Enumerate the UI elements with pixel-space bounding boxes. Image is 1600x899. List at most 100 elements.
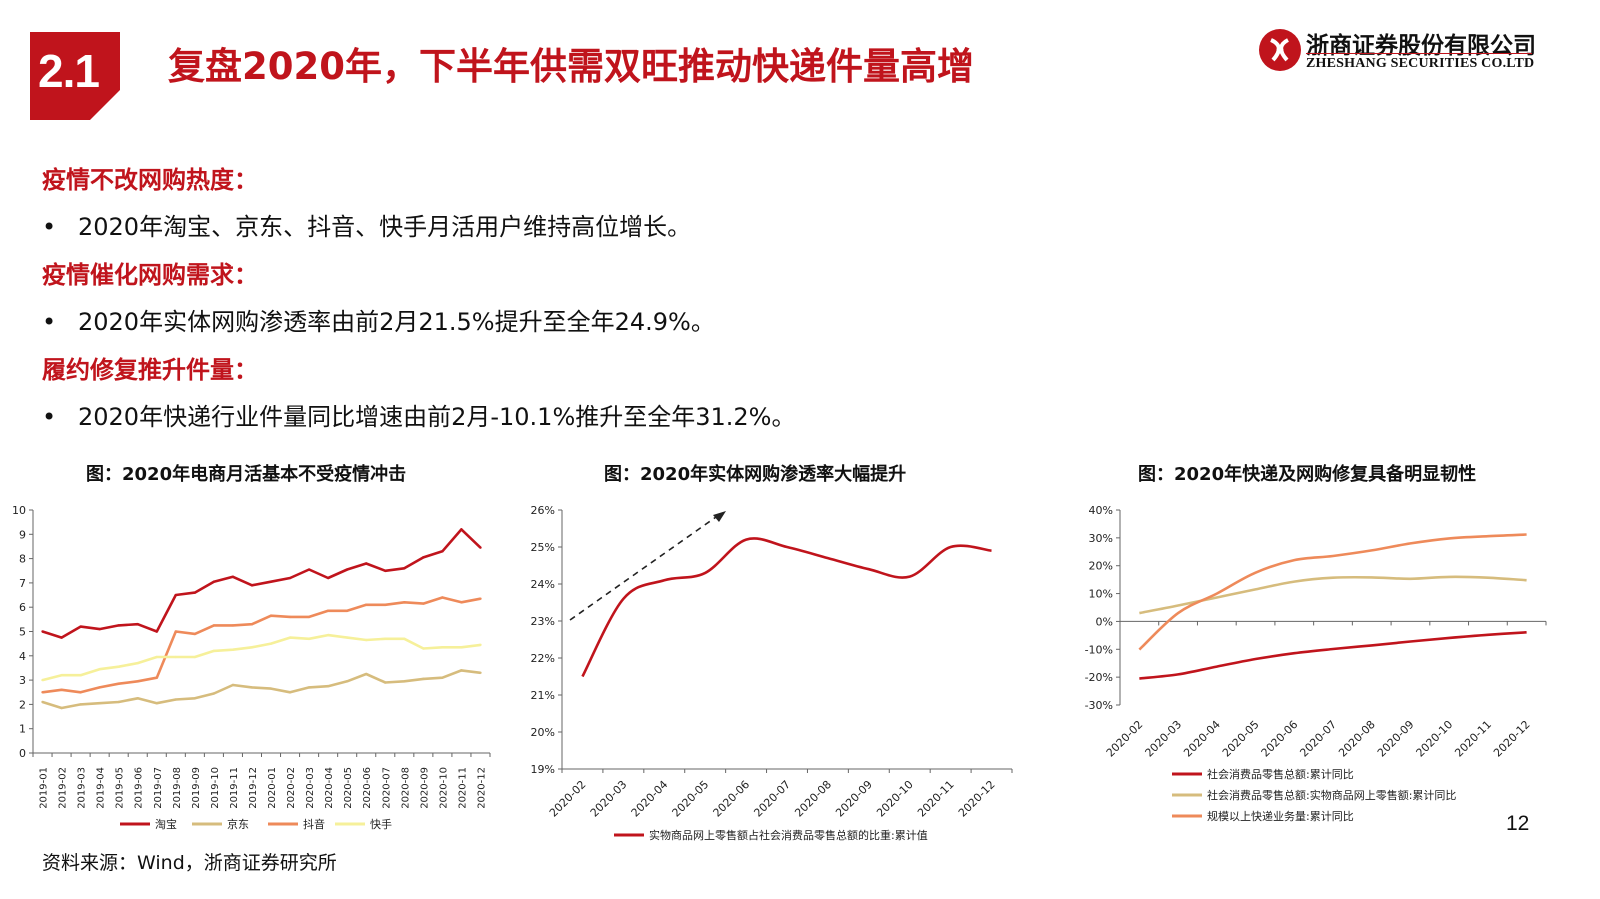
y-tick-label: 0 [19,747,26,760]
y-tick-label: 0% [1096,615,1113,628]
logo-divider [1306,53,1532,54]
x-tick-label: 2020-05 [1220,718,1262,760]
x-tick-label: 2020-04 [1181,718,1223,760]
section-badge: 2.1 [30,32,120,120]
data-point [136,697,139,700]
x-tick-label: 2020-09 [833,778,875,820]
data-point [384,603,387,606]
x-tick-label: 2019-02 [58,767,69,809]
data-point [479,597,482,600]
data-point [288,576,292,580]
data-point [212,692,216,695]
x-tick-label: 2020-06 [1259,718,1301,760]
x-tick-label: 2020-11 [457,767,468,809]
data-point [479,643,482,647]
data-point [155,655,158,659]
data-point [79,691,82,694]
data-point [250,623,254,626]
data-point [365,603,368,606]
x-tick-label: 2019-07 [153,767,164,809]
data-point [307,686,311,689]
page-number: 12 [1506,812,1530,835]
x-tick-label: 2020-07 [1297,718,1339,760]
company-logo: 浙商证券股份有限公司 ZHESHANG SECURITIES CO.LTD [1258,26,1538,76]
x-tick-label: 2020-08 [1336,718,1378,760]
x-tick-label: 2019-01 [39,767,50,809]
data-point [345,680,349,683]
data-point [307,637,311,640]
y-tick-label: 5 [19,626,26,639]
data-point [403,680,406,683]
data-point [117,624,120,627]
data-point [422,602,425,605]
data-point [212,649,216,653]
x-tick-label: 2019-10 [210,767,221,809]
data-point [345,568,349,571]
y-tick-label: 1 [19,723,26,736]
data-point [174,630,178,633]
x-tick-label: 2019-05 [115,767,126,809]
data-point [269,614,273,617]
data-point [41,630,44,633]
legend-label: 规模以上快递业务量:累计同比 [1207,809,1354,823]
data-point [460,601,463,604]
x-tick-label: 2019-04 [96,767,107,809]
chart-express-recovery: -30% -20% -10% 0% 10% 20% 30% 40% 2020-022020-03… [1085,504,1547,823]
x-tick-label: 2019-12 [248,767,259,809]
data-point [384,681,387,684]
x-tick-label: 2020-12 [1491,718,1533,760]
point-heading-1: 疫情不改网购热度： [42,166,258,194]
x-tick-label: 2020-02 [547,778,589,820]
data-point [365,638,368,642]
data-point [231,683,235,687]
data-point [98,627,101,631]
y-tick-label: 8 [19,553,26,566]
x-tick-label: 2020-04 [324,767,335,809]
series-line-4 [42,633,481,682]
data-point [441,676,444,679]
y-tick-label: -10% [1085,643,1113,656]
y-tick-label: 6 [19,601,26,614]
data-point [174,655,178,659]
data-point [479,671,482,675]
data-point [231,624,235,627]
data-point [269,642,273,645]
y-tick-label: 10% [1089,588,1113,601]
data-point [403,637,406,640]
series-line-3 [1138,533,1527,651]
x-tick-label: 2020-11 [915,778,957,820]
data-point [345,636,349,639]
badge-notch [90,90,120,120]
data-point [98,701,101,705]
y-tick-label: 30% [1089,532,1113,545]
x-tick-label: 2019-03 [77,767,88,809]
series-line-2 [1139,575,1527,615]
data-point [136,661,139,665]
x-tick-label: 2019-11 [229,767,240,809]
data-point [136,623,139,626]
point-text-3: 2020年快递行业件量同比增速由前2月-10.1%推升至全年31.2%。 [78,403,796,431]
data-point [60,636,63,639]
data-point [422,677,425,681]
x-tick-label: 2019-08 [172,767,183,809]
x-tick-label: 2019-09 [191,767,202,809]
bullet-symbol: • [42,213,57,241]
x-tick-label: 2020-02 [1104,718,1146,760]
data-point [460,646,463,649]
data-point [345,609,349,613]
y-tick-label: -20% [1085,671,1113,684]
x-tick-label: 2020-11 [1452,718,1494,760]
data-point [479,546,482,549]
y-tick-label: 2 [19,698,26,711]
data-point [441,550,444,553]
x-tick-label: 2020-09 [419,767,430,809]
y-tick-label: 40% [1089,504,1113,517]
x-tick-label: 2020-10 [1414,718,1456,760]
y-tick-label: 19% [531,763,555,776]
page-title: 复盘2020年，下半年供需双旺推动快递件量高增 [168,45,974,88]
legend-label: 社会消费品零售总额:累计同比 [1207,767,1354,781]
y-tick-label: 22% [531,652,555,665]
x-tick-label: 2020-08 [792,778,834,820]
y-tick-label: 23% [531,615,555,628]
y-tick-label: 21% [531,689,555,702]
